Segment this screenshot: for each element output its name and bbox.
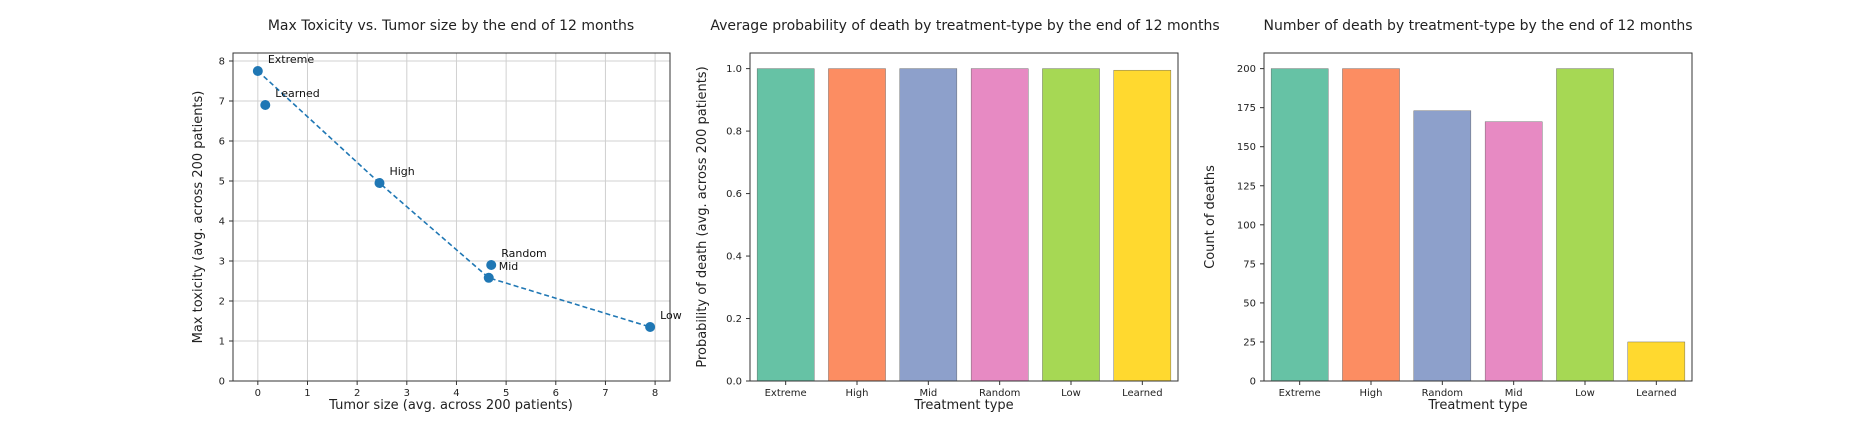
x-tick-label: Mid — [919, 388, 937, 399]
bar — [899, 68, 958, 382]
chart-title: Max Toxicity vs. Tumor size by the end o… — [268, 18, 634, 34]
chart-probability-of-death: Average probability of death by treatmen… — [695, 18, 1220, 413]
y-axis-label: Probability of death (avg. across 200 pa… — [695, 66, 710, 367]
point-label: Low — [660, 309, 682, 322]
axes: 0 25 50 75 100 125 150 175 200 Extreme High Random M… — [1237, 64, 1677, 399]
x-tick-label: 8 — [652, 388, 658, 399]
x-tick-label: High — [1360, 388, 1383, 399]
y-tick-label: 25 — [1243, 337, 1256, 348]
x-tick-label: 2 — [354, 388, 360, 399]
x-axis-label: Tumor size (avg. across 200 patients) — [328, 398, 573, 413]
plot-frame — [1263, 52, 1693, 382]
bar — [970, 68, 1029, 382]
y-axis-label: Count of deaths — [1203, 165, 1218, 269]
chart-title: Average probability of death by treatmen… — [710, 18, 1219, 34]
data-point — [486, 260, 497, 270]
axes: 0.0 0.2 0.4 0.6 0.8 1.0 Extreme High Mid Random Lo… — [726, 64, 1162, 399]
data-point — [252, 66, 263, 76]
x-tick-label: Low — [1061, 388, 1081, 399]
x-tick-label: Extreme — [765, 388, 807, 399]
grid — [233, 53, 670, 382]
x-tick-label: 7 — [602, 388, 608, 399]
y-tick-label: 0.4 — [726, 252, 742, 263]
y-tick-label: 0.6 — [726, 189, 742, 200]
bar — [756, 68, 815, 382]
bar — [1270, 68, 1329, 382]
y-tick-label: 7 — [219, 97, 225, 108]
y-tick-label: 6 — [219, 137, 225, 148]
y-tick-label: 0.0 — [726, 377, 742, 388]
bar — [1484, 121, 1543, 382]
y-tick-label: 1.0 — [726, 64, 742, 75]
x-tick-label: Learned — [1636, 388, 1676, 399]
x-tick-label: Mid — [1505, 388, 1523, 399]
y-axis-label: Max toxicity (avg. across 200 patients) — [191, 91, 206, 344]
y-tick-label: 4 — [219, 217, 225, 228]
x-tick-label: Random — [979, 388, 1020, 399]
y-tick-label: 0 — [1250, 377, 1256, 388]
bar — [1113, 69, 1172, 382]
data-point — [483, 272, 494, 283]
x-tick-label: Random — [1422, 388, 1463, 399]
bar — [1342, 68, 1400, 382]
point-label: Extreme — [268, 53, 315, 66]
y-tick-label: 0 — [219, 377, 225, 388]
x-tick-label: 1 — [304, 388, 310, 399]
x-tick-label: High — [846, 388, 869, 399]
y-tick-label: 5 — [219, 177, 225, 188]
x-axis-label: Treatment type — [1427, 398, 1527, 413]
y-tick-label: 75 — [1243, 259, 1256, 270]
bar — [1627, 341, 1686, 382]
x-tick-label: 5 — [503, 388, 509, 399]
bar — [1413, 110, 1472, 382]
y-tick-label: 1 — [219, 337, 225, 348]
plot-frame — [232, 52, 671, 382]
y-tick-label: 3 — [219, 257, 225, 268]
series-marks — [756, 68, 1172, 382]
y-tick-label: 175 — [1237, 103, 1256, 114]
y-tick-label: 200 — [1237, 64, 1256, 75]
bar — [1042, 68, 1100, 382]
point-label: Mid — [499, 260, 519, 273]
x-tick-label: Low — [1575, 388, 1595, 399]
chart-count-of-deaths: Number of death by treatment-type by the… — [1203, 18, 1693, 413]
y-tick-label: 2 — [219, 297, 225, 308]
y-tick-label: 50 — [1243, 298, 1256, 309]
x-axis-label: Treatment type — [913, 398, 1013, 413]
axes: 0 1 2 3 4 5 6 7 8 0 1 2 3 4 5 6 7 8 — [219, 57, 659, 400]
y-tick-label: 125 — [1237, 181, 1256, 192]
data-point — [260, 100, 271, 110]
y-tick-label: 150 — [1237, 142, 1256, 153]
x-tick-label: 6 — [553, 388, 559, 399]
x-tick-label: 0 — [255, 388, 261, 399]
data-point — [645, 322, 656, 332]
chart-title: Number of death by treatment-type by the… — [1264, 18, 1693, 34]
x-tick-label: 3 — [404, 388, 410, 399]
data-point — [374, 178, 385, 188]
trend-line — [257, 70, 651, 328]
plot-frame — [749, 52, 1179, 382]
y-tick-label: 0.2 — [726, 314, 742, 325]
y-tick-label: 0.8 — [726, 127, 742, 138]
bar — [828, 68, 886, 382]
series-marks — [1270, 68, 1686, 382]
bar — [1556, 68, 1614, 382]
chart-toxicity-vs-tumor: Max Toxicity vs. Tumor size by the end o… — [191, 18, 682, 413]
x-tick-label: Extreme — [1279, 388, 1321, 399]
point-label: Random — [501, 247, 547, 260]
y-tick-label: 100 — [1237, 220, 1256, 231]
y-tick-label: 8 — [219, 57, 225, 68]
x-tick-label: Learned — [1122, 388, 1162, 399]
x-tick-label: 4 — [453, 388, 459, 399]
point-label: High — [389, 165, 414, 178]
point-label: Learned — [275, 87, 320, 100]
